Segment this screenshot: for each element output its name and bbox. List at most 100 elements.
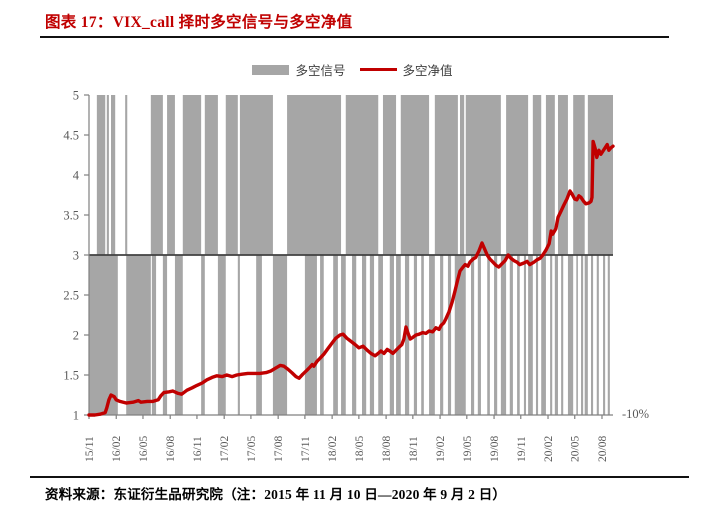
signal-up-bar xyxy=(111,95,116,255)
signal-swatch-icon xyxy=(252,64,290,75)
x-axis-label: 17/02 xyxy=(219,436,231,462)
signal-up-bar xyxy=(459,95,465,255)
y-axis-label: 2.5 xyxy=(63,289,79,303)
legend-item-netvalue: 多空净值 xyxy=(359,60,453,79)
signal-down-bar xyxy=(304,255,317,415)
legend-item-signal: 多空信号 xyxy=(252,60,346,79)
net-value-line xyxy=(87,139,615,417)
page-title: 图表 17：VIX_call 择时多空信号与多空净值 xyxy=(45,14,353,31)
signal-up-bar xyxy=(506,95,529,255)
signal-up-bar xyxy=(434,95,458,255)
signal-down-bar xyxy=(535,255,539,415)
signal-up-bar xyxy=(167,95,175,255)
signal-down-bar xyxy=(494,255,498,415)
x-axis-label: 19/08 xyxy=(489,436,501,462)
x-axis-label: 18/02 xyxy=(327,436,339,462)
signal-down-bar xyxy=(581,255,584,415)
signal-down-bar xyxy=(561,255,564,415)
signal-down-bar xyxy=(500,255,507,415)
signal-down-bar xyxy=(584,255,588,415)
signal-down-bar xyxy=(590,255,594,415)
y-axis-label: 4.5 xyxy=(63,129,79,143)
signal-down-bar xyxy=(477,255,481,415)
signal-down-bar xyxy=(567,255,574,415)
y-axis-label: 1.5 xyxy=(63,369,79,383)
signal-down-bar xyxy=(89,255,118,415)
signal-up-bar xyxy=(182,95,202,255)
signal-up-bar xyxy=(400,95,430,255)
signal-down-bar xyxy=(201,255,205,415)
signal-down-bar xyxy=(554,255,558,415)
signal-down-bar xyxy=(440,255,444,415)
signal-down-bar xyxy=(429,255,435,415)
y-axis-label: 5 xyxy=(73,89,79,103)
signal-up-bar xyxy=(573,95,585,255)
signal-up-bar xyxy=(150,95,163,255)
signal-down-bar xyxy=(396,255,401,415)
x-axis-label: 19/11 xyxy=(516,436,528,462)
signal-down-bar xyxy=(237,255,240,415)
x-axis-label: 17/08 xyxy=(273,436,285,462)
signal-down-bar xyxy=(320,255,324,415)
signal-down-bar xyxy=(447,255,452,415)
y-axis-label: 3.5 xyxy=(63,209,79,223)
signal-up-bar xyxy=(382,95,397,255)
chart-legend: 多空信号 多空净值 xyxy=(0,60,705,79)
signal-down-bar xyxy=(550,255,553,415)
signal-down-bar xyxy=(162,255,168,415)
signal-down-bar xyxy=(369,255,375,415)
y-axis-label: 1 xyxy=(73,409,79,423)
signal-up-bar xyxy=(204,95,218,255)
signal-down-bar xyxy=(272,255,288,415)
signal-down-bar xyxy=(470,255,475,415)
signal-down-bar xyxy=(541,255,546,415)
signal-down-bar xyxy=(389,255,394,415)
y-axis-label: 2 xyxy=(73,329,79,343)
signal-down-bar xyxy=(151,255,157,415)
signal-down-bar xyxy=(352,255,357,415)
right-axis-label: -10% xyxy=(622,407,649,421)
x-axis-label: 18/05 xyxy=(354,436,366,462)
signal-down-bar xyxy=(217,255,226,415)
source-note: 资料来源：东证衍生品研究院（注：2015 年 11 月 10 日—2020 年 … xyxy=(45,487,507,502)
signal-up-bar xyxy=(239,95,273,255)
x-axis-label: 15/11 xyxy=(84,436,96,462)
y-axis-label: 3 xyxy=(73,249,79,263)
x-axis-label: 16/05 xyxy=(138,436,150,462)
signal-up-bar xyxy=(465,95,501,255)
footer-rule xyxy=(30,476,689,478)
x-axis-label: 17/05 xyxy=(246,436,258,462)
signal-up-bar xyxy=(557,95,568,255)
signal-up-bar xyxy=(106,95,109,255)
signal-down-bar xyxy=(607,255,610,415)
signal-down-bar xyxy=(509,255,513,415)
x-axis-label: 16/02 xyxy=(111,436,123,462)
signal-netvalue-chart: 1 1.5 2 2.5 3 3.5 4 4.5 5 15/11 16/02 16/05 16/08 16/… xyxy=(63,89,649,463)
x-axis-label: 18/11 xyxy=(408,436,420,462)
x-axis-label: 18/08 xyxy=(381,436,393,462)
signal-down-bar xyxy=(421,255,424,415)
signal-up-bar xyxy=(345,95,379,255)
x-axis-label: 20/08 xyxy=(597,436,609,462)
signal-up-bar xyxy=(125,95,128,255)
signal-up-bar xyxy=(545,95,555,255)
signal-down-bar xyxy=(174,255,183,415)
x-axis-label: 20/05 xyxy=(570,436,582,462)
x-axis-label: 16/08 xyxy=(165,436,177,462)
signal-up-bar xyxy=(225,95,238,255)
signal-up-bar xyxy=(96,95,106,255)
legend-netvalue-label: 多空净值 xyxy=(402,64,453,78)
x-axis-label: 19/02 xyxy=(435,436,447,462)
signal-down-bar xyxy=(333,255,338,415)
signal-down-bar xyxy=(378,255,383,415)
signal-down-bar xyxy=(603,255,606,415)
signal-down-bar xyxy=(596,255,599,415)
signal-down-bar xyxy=(126,255,151,415)
x-axis-label: 20/02 xyxy=(543,436,555,462)
x-axis-label: 19/05 xyxy=(462,436,474,462)
title-underline xyxy=(40,36,669,39)
netvalue-swatch-icon xyxy=(359,67,397,72)
signal-down-bar xyxy=(517,255,520,415)
x-axis-label: 16/11 xyxy=(192,436,204,462)
